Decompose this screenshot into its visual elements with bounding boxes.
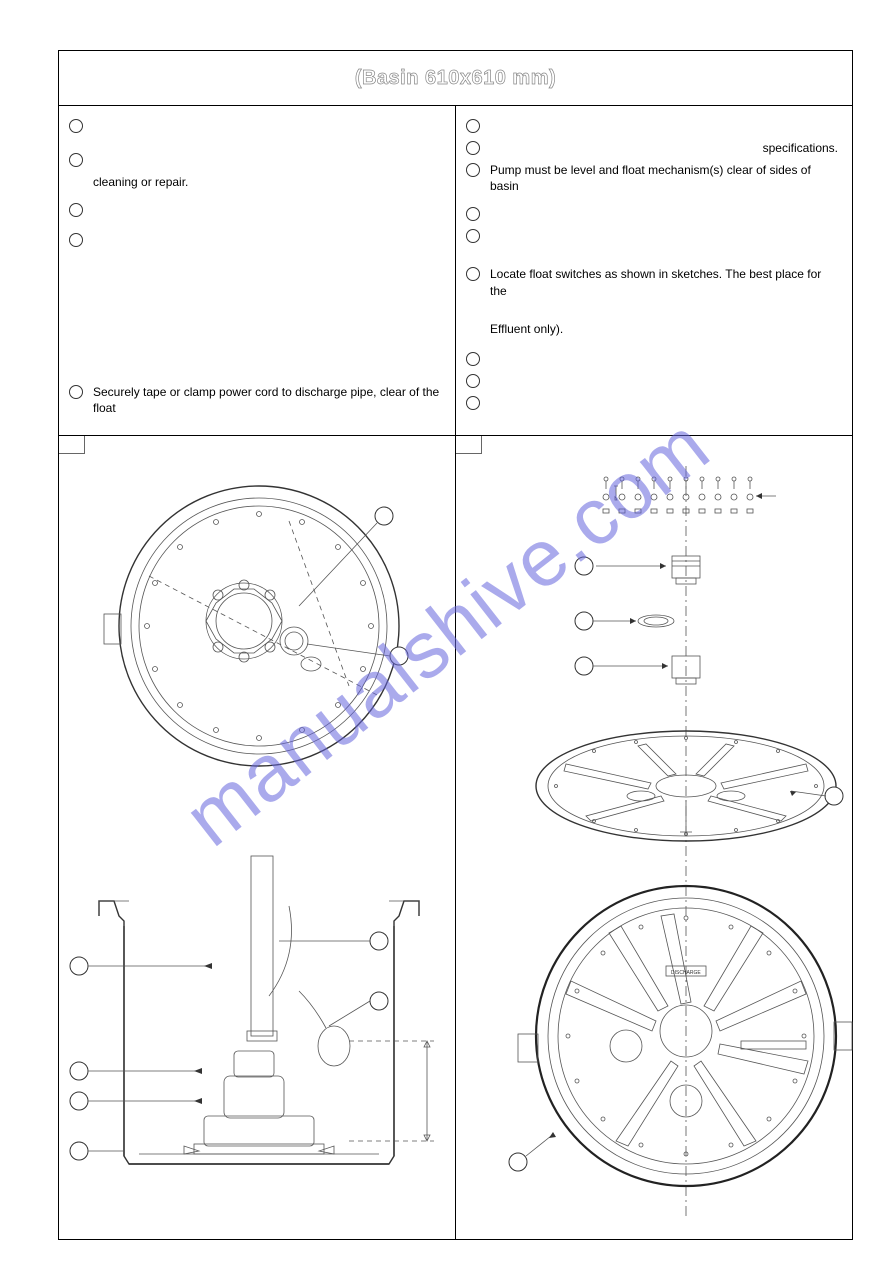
bullet-item: specifications.: [466, 140, 838, 158]
bullet-text: specifications.: [490, 140, 838, 156]
bullet-icon: [466, 163, 480, 177]
instructions-row: cleaning or repair. Securely tape or cla…: [59, 106, 852, 436]
bullet-item: [466, 373, 838, 391]
bullet-item: [69, 152, 441, 170]
bullet-item: [466, 351, 838, 369]
basin-top-view-diagram: [59, 436, 456, 1236]
bullet-icon: [466, 352, 480, 366]
bullet-item: [466, 206, 838, 224]
page-title: (Basin 610x610 mm): [355, 67, 556, 90]
page-frame: (Basin 610x610 mm) cleaning or repair.: [58, 50, 853, 1240]
instructions-right-column: specifications. Pump must be level and f…: [456, 106, 852, 435]
bullet-item: [466, 228, 838, 246]
bullet-icon: [466, 267, 480, 281]
bullet-icon: [466, 119, 480, 133]
indented-text: Effluent only).: [490, 321, 838, 337]
bullet-text: Securely tape or clamp power cord to dis…: [93, 384, 441, 416]
bullet-icon: [466, 141, 480, 155]
bullet-item: [69, 202, 441, 220]
bullet-text: Pump must be level and float mechanism(s…: [490, 162, 838, 194]
bullet-icon: [69, 203, 83, 217]
bullet-icon: [69, 153, 83, 167]
bullet-icon: [466, 374, 480, 388]
diagram-left-column: [59, 436, 456, 1239]
bullet-item: [69, 118, 441, 136]
bullet-icon: [69, 233, 83, 247]
bullet-icon: [69, 119, 83, 133]
bullet-item: [466, 395, 838, 413]
diagram-right-column: DISCHARGE: [456, 436, 852, 1239]
bullet-icon: [466, 207, 480, 221]
bullet-item: Pump must be level and float mechanism(s…: [466, 162, 838, 194]
basin-exploded-diagram: DISCHARGE: [456, 436, 853, 1236]
title-row: (Basin 610x610 mm): [59, 51, 852, 106]
bullet-item: Securely tape or clamp power cord to dis…: [69, 384, 441, 416]
bullet-text: Locate float switches as shown in sketch…: [490, 266, 838, 298]
bullet-icon: [466, 396, 480, 410]
bullet-item: [466, 118, 838, 136]
bullet-item: [69, 232, 441, 250]
svg-text:DISCHARGE: DISCHARGE: [671, 970, 701, 976]
bullet-item: Locate float switches as shown in sketch…: [466, 266, 838, 298]
diagram-row: DISCHARGE: [59, 436, 852, 1239]
indented-text: cleaning or repair.: [93, 174, 441, 190]
bullet-icon: [466, 229, 480, 243]
instructions-left-column: cleaning or repair. Securely tape or cla…: [59, 106, 456, 435]
bullet-icon: [69, 385, 83, 399]
